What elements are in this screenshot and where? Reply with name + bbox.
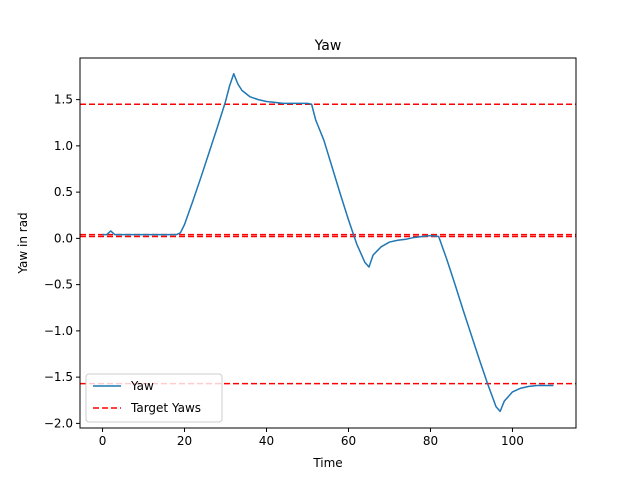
y-tick-label: −1.0 xyxy=(44,324,73,338)
x-tick-label: 100 xyxy=(501,434,524,448)
y-tick-label: 0.5 xyxy=(54,185,73,199)
legend-yaw-label: Yaw xyxy=(130,379,154,393)
x-axis-label: Time xyxy=(312,456,342,470)
x-tick-label: 80 xyxy=(423,434,438,448)
y-tick-label: −0.5 xyxy=(44,278,73,292)
x-tick-label: 0 xyxy=(99,434,107,448)
x-tick-label: 40 xyxy=(259,434,274,448)
legend-target-yaws-label: Target Yaws xyxy=(130,401,201,415)
yaw-series-line xyxy=(102,72,554,413)
y-tick-label: −1.5 xyxy=(44,370,73,384)
y-tick-label: −2.0 xyxy=(44,416,73,430)
y-tick-label: 0.0 xyxy=(54,231,73,245)
legend: Yaw Target Yaws xyxy=(85,373,223,423)
y-tick-label: 1.5 xyxy=(54,93,73,107)
chart-title: Yaw xyxy=(314,38,342,54)
plot-area xyxy=(80,58,576,428)
x-tick-label: 60 xyxy=(341,434,356,448)
x-tick-label: 20 xyxy=(177,434,192,448)
plot-frame xyxy=(79,57,577,429)
y-tick-label: 1.0 xyxy=(54,139,73,153)
y-axis-label: Yaw in rad xyxy=(16,212,30,274)
